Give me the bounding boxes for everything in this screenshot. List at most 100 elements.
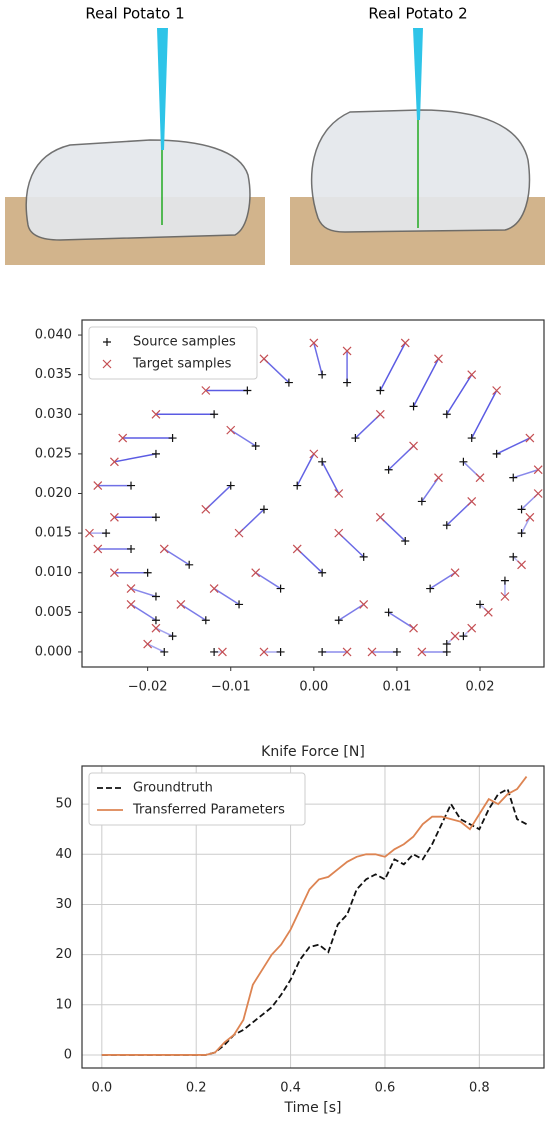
link-line: [471, 390, 498, 439]
marker: [467, 370, 477, 380]
link-line: [520, 516, 531, 534]
marker: [243, 386, 252, 395]
marker: [318, 457, 327, 466]
marker: [151, 513, 160, 522]
marker: [85, 528, 94, 538]
marker: [525, 433, 535, 443]
marker: [276, 584, 285, 593]
y-tick-label: 30: [55, 897, 72, 912]
link-line: [230, 429, 257, 447]
marker: [259, 505, 268, 514]
marker: [168, 632, 177, 641]
marker: [109, 568, 119, 578]
x-tick-label: −0.02: [128, 680, 168, 695]
marker: [218, 647, 227, 657]
marker: [467, 623, 477, 633]
marker: [235, 600, 244, 609]
marker: [450, 631, 460, 641]
marker: [102, 529, 111, 538]
x-tick-label: 0.00: [299, 680, 328, 695]
marker: [442, 640, 451, 649]
link-line: [155, 627, 173, 637]
series-line: [101, 787, 527, 1056]
link-line: [379, 516, 406, 542]
marker: [126, 584, 136, 593]
marker: [234, 528, 244, 538]
marker: [251, 568, 261, 578]
y-tick-label: 10: [55, 997, 72, 1012]
legend: Groundtruth Transferred Parameters: [88, 772, 306, 826]
y-tick-label: 50: [55, 797, 72, 812]
link-line: [213, 587, 240, 606]
marker: [517, 529, 526, 538]
marker: [168, 434, 177, 443]
plot-frame: [81, 319, 545, 668]
x-tick-label: 0.6: [375, 1081, 396, 1096]
marker: [118, 433, 128, 443]
legend: Source samples Target samples: [88, 326, 258, 380]
series-line: [101, 775, 528, 1056]
marker: [109, 512, 119, 522]
link-line: [130, 603, 157, 621]
legend-label: Transferred Parameters: [132, 803, 285, 818]
marker: [351, 434, 360, 443]
marker: [392, 647, 401, 656]
marker: [334, 616, 343, 625]
marker: [176, 599, 186, 609]
link-line: [238, 508, 265, 534]
marker: [127, 544, 136, 553]
marker: [251, 441, 260, 450]
marker: [434, 473, 443, 483]
image-title: Real Potato 1: [85, 5, 184, 23]
marker: [375, 512, 385, 522]
link-line: [114, 453, 157, 463]
link-line: [446, 500, 473, 526]
marker: [318, 647, 327, 656]
plot-frame: [81, 765, 545, 1069]
link-line: [412, 358, 440, 407]
marker: [309, 449, 319, 459]
marker: [426, 584, 435, 593]
link-line: [205, 485, 232, 510]
x-tick-label: 0.02: [466, 680, 495, 695]
marker: [384, 608, 393, 617]
legend-box: [88, 326, 258, 380]
marker: [226, 481, 235, 490]
marker: [442, 410, 451, 419]
marker: [376, 386, 385, 395]
marker: [483, 607, 493, 617]
link-line: [321, 461, 340, 494]
y-tick-label: 0.005: [35, 605, 72, 620]
potato: [25, 139, 251, 241]
marker: [159, 544, 169, 554]
marker: [209, 584, 219, 593]
marker: [401, 537, 410, 546]
marker: [500, 592, 510, 601]
marker: [143, 639, 153, 649]
marker: [492, 386, 502, 395]
marker: [509, 552, 518, 561]
marker: [276, 647, 285, 656]
marker: [442, 647, 451, 656]
x-tick-label: 0.8: [469, 1081, 490, 1096]
y-tick-label: 20: [55, 947, 72, 962]
marker: [201, 504, 211, 514]
marker: [450, 568, 460, 578]
marker: [127, 481, 136, 490]
marker: [500, 576, 509, 585]
marker: [525, 512, 535, 522]
potato-render-2: Real Potato 2: [290, 5, 545, 265]
link-line: [379, 342, 406, 391]
marker: [284, 378, 293, 387]
marker: [292, 544, 302, 554]
marker: [417, 647, 427, 657]
x-tick-label: 0.01: [382, 680, 411, 695]
marker: [226, 425, 236, 435]
marker: [509, 473, 518, 482]
x-tick-label: 0.2: [186, 1081, 207, 1096]
marker: [151, 623, 161, 633]
marker: [318, 370, 327, 379]
marker: [309, 338, 319, 348]
link-line: [338, 532, 365, 558]
